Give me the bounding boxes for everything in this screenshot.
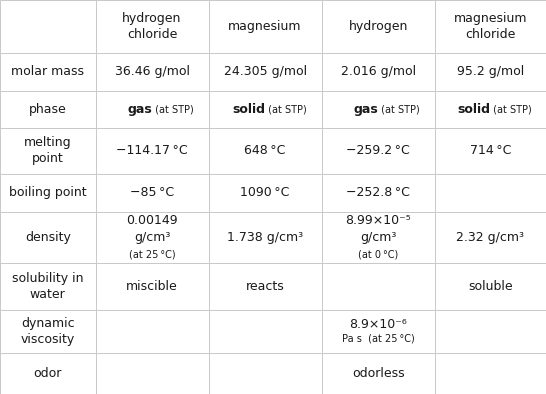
Text: reacts: reacts xyxy=(246,280,284,293)
Text: 1090 °C: 1090 °C xyxy=(240,186,290,199)
Text: 8.9×10⁻⁶: 8.9×10⁻⁶ xyxy=(349,318,407,331)
Text: miscible: miscible xyxy=(126,280,178,293)
Text: (at 25 °C): (at 25 °C) xyxy=(129,249,175,259)
Text: 2.016 g/mol: 2.016 g/mol xyxy=(341,65,416,78)
Text: gas: gas xyxy=(127,102,152,115)
Text: odorless: odorless xyxy=(352,367,405,380)
Text: solid: solid xyxy=(458,102,490,115)
Text: boiling point: boiling point xyxy=(9,186,87,199)
Text: hydrogen: hydrogen xyxy=(348,20,408,33)
Text: phase: phase xyxy=(29,102,67,115)
Text: (at STP): (at STP) xyxy=(490,104,532,114)
Text: 648 °C: 648 °C xyxy=(245,144,286,157)
Text: gas: gas xyxy=(353,102,378,115)
Text: g/cm³: g/cm³ xyxy=(134,231,170,244)
Text: 2.32 g/cm³: 2.32 g/cm³ xyxy=(456,231,524,244)
Text: g/cm³: g/cm³ xyxy=(360,231,396,244)
Text: dynamic
viscosity: dynamic viscosity xyxy=(21,317,75,346)
Text: 24.305 g/mol: 24.305 g/mol xyxy=(223,65,307,78)
Text: density: density xyxy=(25,231,71,244)
Text: hydrogen
chloride: hydrogen chloride xyxy=(122,12,182,41)
Text: 36.46 g/mol: 36.46 g/mol xyxy=(115,65,189,78)
Text: magnesium
chloride: magnesium chloride xyxy=(454,12,527,41)
Text: (at STP): (at STP) xyxy=(378,104,420,114)
Text: 8.99×10⁻⁵: 8.99×10⁻⁵ xyxy=(345,214,411,227)
Text: (at 0 °C): (at 0 °C) xyxy=(358,249,398,259)
Text: (at STP): (at STP) xyxy=(152,104,194,114)
Text: (at STP): (at STP) xyxy=(265,104,307,114)
Text: 0.00149: 0.00149 xyxy=(126,214,178,227)
Text: solid: solid xyxy=(232,102,265,115)
Text: odor: odor xyxy=(34,367,62,380)
Text: 95.2 g/mol: 95.2 g/mol xyxy=(456,65,524,78)
Text: 1.738 g/cm³: 1.738 g/cm³ xyxy=(227,231,303,244)
Text: −259.2 °C: −259.2 °C xyxy=(346,144,410,157)
Text: −85 °C: −85 °C xyxy=(130,186,174,199)
Text: −252.8 °C: −252.8 °C xyxy=(346,186,410,199)
Text: magnesium: magnesium xyxy=(228,20,302,33)
Text: molar mass: molar mass xyxy=(11,65,84,78)
Text: soluble: soluble xyxy=(468,280,513,293)
Text: melting
point: melting point xyxy=(24,136,72,165)
Text: Pa s  (at 25 °C): Pa s (at 25 °C) xyxy=(342,333,414,344)
Text: −114.17 °C: −114.17 °C xyxy=(116,144,188,157)
Text: solubility in
water: solubility in water xyxy=(12,272,84,301)
Text: 714 °C: 714 °C xyxy=(470,144,511,157)
